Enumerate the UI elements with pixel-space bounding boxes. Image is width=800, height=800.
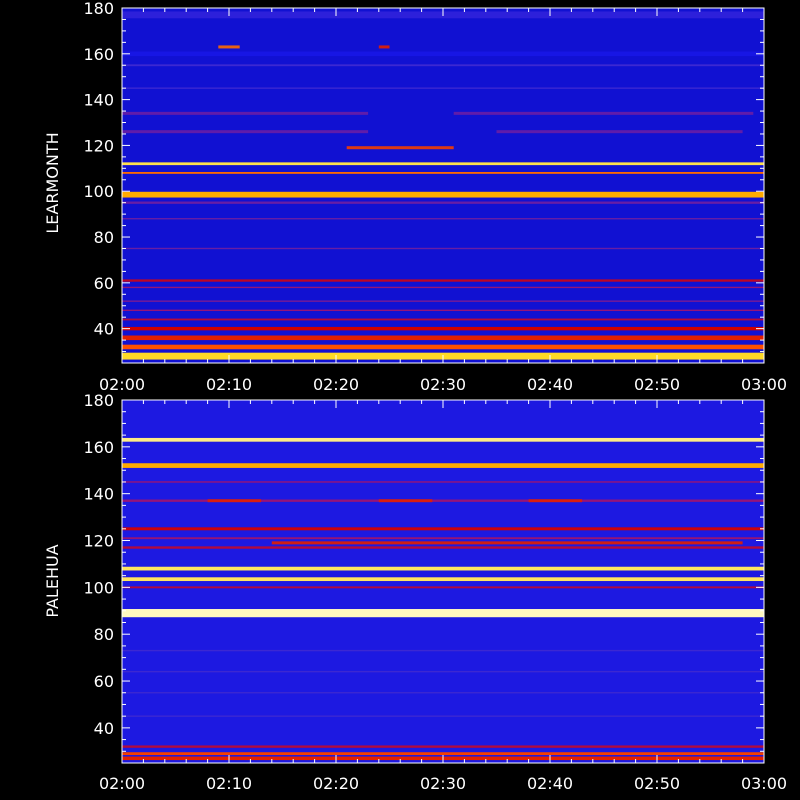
band-learmonth-10 <box>122 279 764 282</box>
band-palehua-12 <box>122 670 764 673</box>
y-tick-label-palehua: 180 <box>83 391 114 410</box>
x-tick-label-palehua: 02:30 <box>420 774 466 793</box>
band-palehua-3 <box>122 499 764 502</box>
y-tick-label-palehua: 60 <box>94 672 114 691</box>
x-tick-label-palehua: 02:40 <box>527 774 573 793</box>
x-tick-label-learmonth: 02:30 <box>420 375 466 394</box>
x-tick-labels-learmonth: 02:00 02:10 02:20 02:30 02:40 02:50 03:00 <box>99 375 787 394</box>
y-tick-label-palehua: 80 <box>94 625 114 644</box>
y-tick-label-palehua: 100 <box>83 578 114 597</box>
burst-palehua-1 <box>378 499 433 503</box>
y-axis-title-learmonth: LEARMONTH <box>43 132 62 233</box>
x-tick-label-palehua: 02:50 <box>634 774 680 793</box>
x-tick-labels-palehua: 02:00 02:10 02:20 02:30 02:40 02:50 03:00 <box>99 774 787 793</box>
y-tick-labels-learmonth: 40 60 80 100 120 140 160 180 <box>83 0 114 339</box>
y-tick-label-palehua: 120 <box>83 532 114 551</box>
y-tick-label-palehua: 160 <box>83 438 114 457</box>
burst-learmonth-3 <box>122 130 369 134</box>
y-tick-labels-palehua: 40 60 80 100 120 140 160 180 <box>83 391 114 738</box>
band-learmonth-6 <box>122 191 764 198</box>
y-tick-label-palehua: 140 <box>83 485 114 504</box>
burst-palehua-0 <box>207 499 262 503</box>
band-learmonth-17 <box>122 344 764 350</box>
band-group-palehua <box>122 437 764 761</box>
band-learmonth-13 <box>122 309 764 312</box>
y-tick-label-learmonth: 160 <box>83 45 114 64</box>
band-learmonth-11 <box>122 286 764 289</box>
band-palehua-2 <box>122 481 764 483</box>
band-palehua-16 <box>122 752 764 756</box>
x-tick-label-learmonth: 02:10 <box>206 375 252 394</box>
x-tick-label-learmonth: 03:00 <box>741 375 787 394</box>
y-tick-label-learmonth: 180 <box>83 0 114 18</box>
x-tick-label-palehua: 03:00 <box>741 774 787 793</box>
band-palehua-8 <box>122 577 764 582</box>
band-learmonth-7 <box>122 201 764 204</box>
burst-group-learmonth <box>122 45 754 150</box>
band-learmonth-14 <box>122 318 764 321</box>
x-tick-label-palehua: 02:00 <box>99 774 145 793</box>
band-learmonth-4 <box>122 162 764 166</box>
burst-palehua-3 <box>122 527 764 531</box>
band-palehua-10 <box>122 609 764 618</box>
y-tick-label-learmonth: 120 <box>83 136 114 155</box>
band-learmonth-3 <box>122 87 764 89</box>
burst-learmonth-0 <box>218 45 240 49</box>
y-tick-label-palehua: 40 <box>94 719 114 738</box>
spectrogram-area-learmonth <box>122 8 764 363</box>
x-tick-label-palehua: 02:20 <box>313 774 359 793</box>
y-tick-label-learmonth: 40 <box>94 320 114 339</box>
band-palehua-6 <box>122 546 764 549</box>
band-learmonth-15 <box>122 326 764 331</box>
tick-group-learmonth <box>121 7 765 363</box>
band-learmonth-16 <box>122 335 764 341</box>
x-tick-label-learmonth: 02:00 <box>99 375 145 394</box>
x-tick-label-learmonth: 02:20 <box>313 375 359 394</box>
band-palehua-1 <box>122 463 764 468</box>
tick-group-palehua <box>121 399 765 763</box>
y-tick-label-learmonth: 140 <box>83 91 114 110</box>
band-learmonth-9 <box>122 247 764 250</box>
band-palehua-7 <box>122 566 764 571</box>
y-axis-title-palehua: PALEHUA <box>43 544 62 617</box>
burst-learmonth-6 <box>346 146 454 150</box>
spectrogram-area-palehua <box>122 400 764 763</box>
y-tick-label-learmonth: 100 <box>83 182 114 201</box>
burst-learmonth-4 <box>453 111 754 115</box>
band-learmonth-8 <box>122 218 764 220</box>
band-palehua-0 <box>122 437 764 442</box>
band-palehua-13 <box>122 692 764 694</box>
y-tick-label-learmonth: 80 <box>94 228 114 247</box>
burst-learmonth-5 <box>496 130 743 134</box>
burst-learmonth-1 <box>378 45 390 49</box>
burst-palehua-2 <box>528 499 583 503</box>
band-palehua-9 <box>122 586 764 589</box>
band-learmonth-1 <box>122 51 764 57</box>
band-learmonth-5 <box>122 171 764 174</box>
band-palehua-14 <box>122 715 764 717</box>
spectrogram-background-learmonth <box>122 8 764 363</box>
band-palehua-15 <box>122 745 764 748</box>
x-tick-label-learmonth: 02:40 <box>527 375 573 394</box>
x-tick-label-learmonth: 02:50 <box>634 375 680 394</box>
burst-palehua-4 <box>271 541 743 545</box>
y-tick-label-learmonth: 60 <box>94 274 114 293</box>
band-palehua-5 <box>122 537 764 540</box>
band-learmonth-2 <box>122 64 764 67</box>
burst-group-palehua <box>122 499 764 545</box>
spectrogram-background-palehua <box>122 400 764 763</box>
band-learmonth-12 <box>122 300 764 302</box>
band-palehua-11 <box>122 649 764 652</box>
burst-learmonth-2 <box>122 111 369 115</box>
x-tick-label-palehua: 02:10 <box>206 774 252 793</box>
